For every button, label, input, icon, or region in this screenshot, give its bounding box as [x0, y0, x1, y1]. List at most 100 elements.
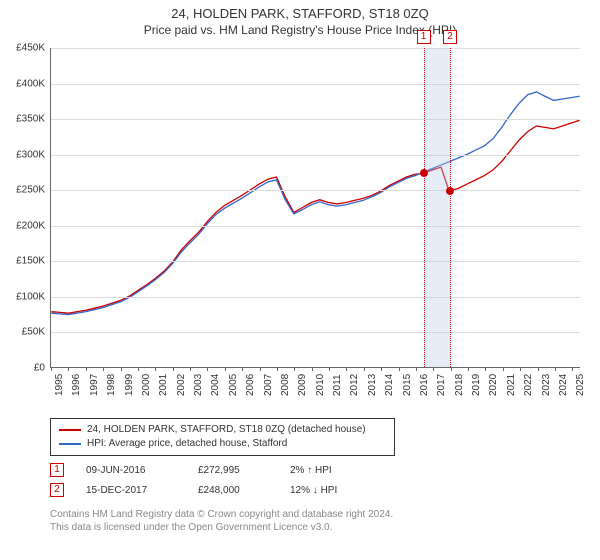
y-axis-label: £400K	[16, 78, 45, 89]
x-axis-label: 2018	[454, 374, 465, 396]
x-axis-label: 2006	[245, 374, 256, 396]
x-axis-label: 2002	[176, 374, 187, 396]
x-tick	[572, 367, 573, 371]
x-tick	[312, 367, 313, 371]
plot-area: £0£50K£100K£150K£200K£250K£300K£350K£400…	[50, 48, 580, 368]
y-axis-label: £100K	[16, 291, 45, 302]
x-tick	[538, 367, 539, 371]
legend-swatch	[59, 429, 81, 431]
event-marker-box: 1	[50, 463, 64, 477]
transaction-table: 1 09-JUN-2016 £272,995 2% ↑ HPI 2 15-DEC…	[50, 460, 380, 500]
y-axis-label: £300K	[16, 149, 45, 160]
gridline	[51, 155, 580, 156]
x-tick	[190, 367, 191, 371]
x-axis-label: 2010	[315, 374, 326, 396]
event-marker: 2	[443, 30, 457, 44]
gridline	[51, 190, 580, 191]
x-tick	[103, 367, 104, 371]
x-tick	[381, 367, 382, 371]
x-tick	[329, 367, 330, 371]
series-lines	[51, 48, 580, 367]
legend-item: 24, HOLDEN PARK, STAFFORD, ST18 0ZQ (det…	[59, 423, 386, 437]
x-axis-label: 2007	[263, 374, 274, 396]
x-axis-label: 2023	[541, 374, 552, 396]
legend: 24, HOLDEN PARK, STAFFORD, ST18 0ZQ (det…	[50, 418, 395, 456]
y-axis-label: £350K	[16, 114, 45, 125]
x-tick	[364, 367, 365, 371]
event-marker-box: 2	[50, 483, 64, 497]
x-tick	[485, 367, 486, 371]
gridline	[51, 119, 580, 120]
tx-date: 15-DEC-2017	[86, 485, 176, 496]
y-axis-label: £200K	[16, 220, 45, 231]
y-axis-label: £0	[34, 363, 45, 374]
event-line	[450, 48, 451, 367]
x-tick	[86, 367, 87, 371]
x-axis-label: 2004	[210, 374, 221, 396]
table-row: 2 15-DEC-2017 £248,000 12% ↓ HPI	[50, 480, 380, 500]
x-tick	[121, 367, 122, 371]
x-axis-label: 2008	[280, 374, 291, 396]
tx-delta: 2% ↑ HPI	[290, 465, 380, 476]
event-point	[446, 187, 454, 195]
chart-title: 24, HOLDEN PARK, STAFFORD, ST18 0ZQ	[0, 0, 600, 21]
event-marker: 1	[417, 30, 431, 44]
legend-swatch	[59, 443, 81, 445]
x-tick	[520, 367, 521, 371]
x-tick	[399, 367, 400, 371]
y-axis-label: £150K	[16, 256, 45, 267]
tx-price: £248,000	[198, 485, 268, 496]
tx-date: 09-JUN-2016	[86, 465, 176, 476]
x-axis-label: 2020	[488, 374, 499, 396]
tx-price: £272,995	[198, 465, 268, 476]
x-axis-label: 2000	[141, 374, 152, 396]
gridline	[51, 261, 580, 262]
footnote-line: Contains HM Land Registry data © Crown c…	[50, 508, 393, 521]
legend-item: HPI: Average price, detached house, Staf…	[59, 437, 386, 451]
chart-subtitle: Price paid vs. HM Land Registry's House …	[0, 21, 600, 41]
x-tick	[260, 367, 261, 371]
x-tick	[138, 367, 139, 371]
x-axis-label: 2012	[349, 374, 360, 396]
x-axis-label: 1998	[106, 374, 117, 396]
x-axis-label: 2015	[402, 374, 413, 396]
x-axis-label: 2013	[367, 374, 378, 396]
series-line	[51, 92, 579, 315]
x-axis-label: 2019	[471, 374, 482, 396]
table-row: 1 09-JUN-2016 £272,995 2% ↑ HPI	[50, 460, 380, 480]
x-axis-label: 1997	[89, 374, 100, 396]
x-tick	[346, 367, 347, 371]
x-tick	[294, 367, 295, 371]
event-point	[420, 169, 428, 177]
x-tick	[503, 367, 504, 371]
y-axis-label: £250K	[16, 185, 45, 196]
series-line	[51, 120, 579, 313]
x-tick	[468, 367, 469, 371]
x-axis-label: 2005	[228, 374, 239, 396]
legend-label: HPI: Average price, detached house, Staf…	[87, 437, 287, 451]
x-axis-label: 1999	[124, 374, 135, 396]
x-tick	[155, 367, 156, 371]
highlight-band	[424, 48, 450, 367]
footnote: Contains HM Land Registry data © Crown c…	[50, 508, 393, 534]
x-axis-label: 2001	[158, 374, 169, 396]
x-tick	[51, 367, 52, 371]
x-tick	[416, 367, 417, 371]
y-axis-label: £50K	[22, 327, 45, 338]
x-tick	[68, 367, 69, 371]
x-axis-label: 2014	[384, 374, 395, 396]
x-tick	[242, 367, 243, 371]
legend-label: 24, HOLDEN PARK, STAFFORD, ST18 0ZQ (det…	[87, 423, 366, 437]
x-axis-label: 2003	[193, 374, 204, 396]
x-tick	[277, 367, 278, 371]
x-axis-label: 2024	[558, 374, 569, 396]
gridline	[51, 332, 580, 333]
x-axis-label: 1996	[71, 374, 82, 396]
x-axis-label: 2017	[436, 374, 447, 396]
x-axis-label: 2009	[297, 374, 308, 396]
gridline	[51, 297, 580, 298]
footnote-line: This data is licensed under the Open Gov…	[50, 521, 393, 534]
x-axis-label: 2011	[332, 374, 343, 396]
gridline	[51, 48, 580, 49]
gridline	[51, 226, 580, 227]
